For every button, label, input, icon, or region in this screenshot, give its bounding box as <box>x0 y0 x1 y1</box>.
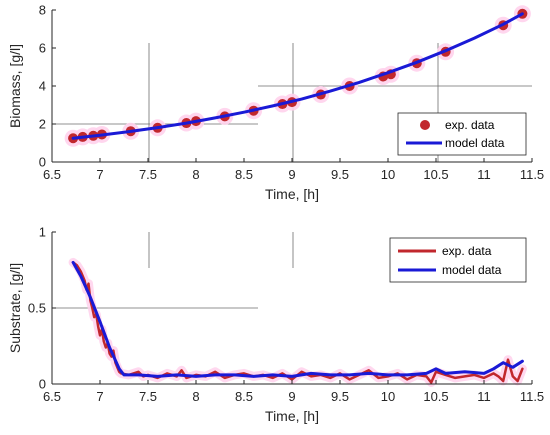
substrate-y-ticks: 00.51 <box>28 225 56 392</box>
x-tick-label: 8.5 <box>235 167 253 182</box>
y-tick-label: 0 <box>39 155 46 170</box>
substrate-legend: exp. data model data <box>389 237 527 283</box>
x-tick-label: 11 <box>477 167 491 182</box>
x-tick-label: 8 <box>192 389 199 404</box>
y-tick-label: 1 <box>39 225 46 240</box>
biomass-x-ticks: 6.5 7 7.5 8 8.5 9 9.5 10 10.5 11 11.5 <box>43 158 544 182</box>
biomass-legend: exp. data model data <box>397 112 527 156</box>
x-tick-label: 8.5 <box>235 389 253 404</box>
exp-data-line <box>71 261 524 384</box>
y-tick-label: 0 <box>39 377 46 392</box>
x-tick-label: 9.5 <box>331 389 349 404</box>
legend-model-label: model data <box>442 263 502 277</box>
legend-exp-label: exp. data <box>442 244 492 258</box>
biomass-y-axis-label: Biomass, [g/l] <box>7 44 23 128</box>
biomass-y-ticks: 0 2 4 6 8 <box>39 3 56 170</box>
biomass-axes: 6.5 7 7.5 8 8.5 9 9.5 10 10.5 11 11.5 0 2 4 6 8 Time, … <box>7 3 544 203</box>
x-tick-label: 7 <box>96 389 103 404</box>
legend-model-label: model data <box>445 136 505 150</box>
y-tick-label: 0.5 <box>28 301 46 316</box>
x-tick-label: 7.5 <box>139 389 157 404</box>
x-tick-label: 6.5 <box>43 167 61 182</box>
x-tick-label: 9 <box>288 167 295 182</box>
biomass-panel: 6.5 7 7.5 8 8.5 9 9.5 10 10.5 11 11.5 0 2 4 6 8 Time, … <box>7 3 544 203</box>
legend-exp-label: exp. data <box>445 118 495 132</box>
x-tick-label: 10.5 <box>423 167 448 182</box>
model-data-line <box>71 12 524 140</box>
biomass-series <box>64 5 531 147</box>
x-tick-label: 6.5 <box>43 389 61 404</box>
y-tick-label: 6 <box>39 41 46 56</box>
biomass-x-axis-label: Time, [h] <box>265 186 319 202</box>
x-tick-label: 9 <box>288 389 295 404</box>
substrate-guides <box>52 232 294 309</box>
x-tick-label: 10.5 <box>423 389 448 404</box>
x-tick-label: 7 <box>96 167 103 182</box>
x-tick-label: 7.5 <box>139 167 157 182</box>
x-tick-label: 10 <box>381 167 395 182</box>
substrate-y-axis-label: Substrate, [g/l] <box>7 263 23 353</box>
y-tick-label: 4 <box>39 79 46 94</box>
substrate-series <box>68 257 527 387</box>
x-tick-label: 10 <box>381 389 395 404</box>
x-tick-label: 9.5 <box>331 167 349 182</box>
model-data-line <box>71 260 524 378</box>
substrate-panel: 6.5 7 7.5 8 8.5 9 9.5 10 10.5 11 11.5 00.51 Time, … <box>7 225 544 425</box>
substrate-axes: 6.5 7 7.5 8 8.5 9 9.5 10 10.5 11 11.5 00.51 Time, … <box>7 225 544 425</box>
substrate-x-ticks: 6.5 7 7.5 8 8.5 9 9.5 10 10.5 11 11.5 <box>43 380 544 404</box>
y-tick-label: 2 <box>39 117 46 132</box>
y-tick-label: 8 <box>39 3 46 18</box>
x-tick-label: 11.5 <box>520 167 544 182</box>
x-tick-label: 11 <box>477 389 491 404</box>
x-tick-label: 11.5 <box>520 389 544 404</box>
substrate-x-axis-label: Time, [h] <box>265 408 319 424</box>
x-tick-label: 8 <box>192 167 199 182</box>
legend-exp-marker <box>420 120 430 130</box>
